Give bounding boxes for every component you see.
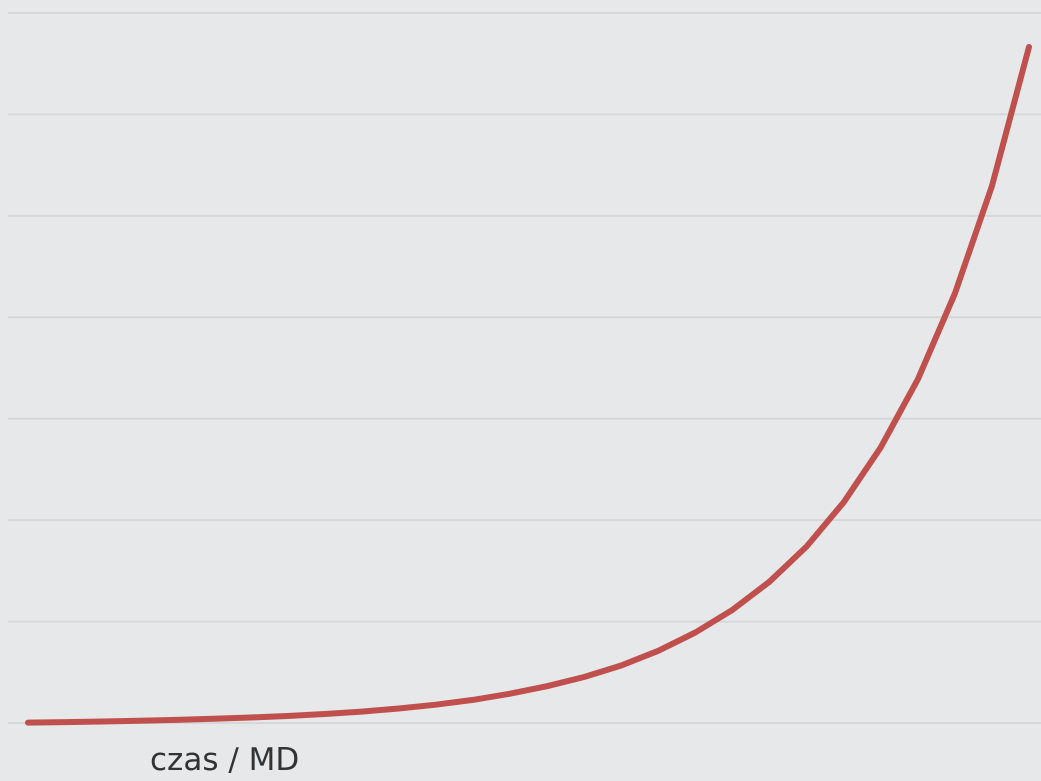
series-line (25, 44, 1032, 726)
x-axis-label: czas / MD (150, 742, 300, 778)
gridlines (8, 12, 1041, 724)
series-group (25, 44, 1032, 726)
